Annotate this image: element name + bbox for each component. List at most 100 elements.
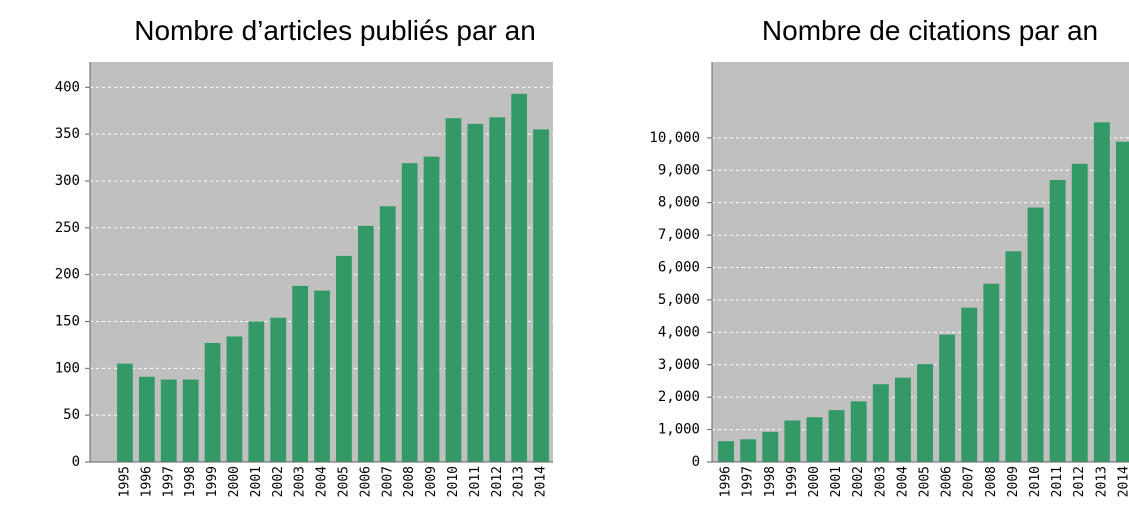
bar [511, 93, 528, 462]
bar [379, 206, 396, 462]
x-tick-label: 1998 [763, 466, 778, 497]
x-tick-label: 1998 [183, 466, 198, 497]
x-tick-label: 2011 [468, 466, 483, 497]
x-tick-label: 2009 [424, 466, 439, 497]
bar [1071, 163, 1088, 462]
y-tick-label: 4,000 [658, 324, 700, 340]
y-tick-label: 0 [72, 454, 80, 470]
y-tick-label: 250 [55, 220, 80, 236]
bar [314, 290, 330, 462]
y-tick-label: 150 [55, 313, 80, 329]
bar [445, 118, 462, 462]
x-tick-label: 2005 [336, 466, 351, 497]
y-tick-label: 200 [55, 267, 80, 283]
x-tick-label: 2011 [1050, 466, 1065, 497]
bar [1005, 251, 1022, 462]
x-tick-label: 1999 [205, 466, 220, 497]
bar [961, 307, 978, 462]
bar [1049, 179, 1066, 462]
x-tick-label: 2012 [490, 466, 505, 497]
bar [806, 417, 823, 462]
x-tick-label: 2000 [807, 466, 822, 497]
y-tick-label: 3,000 [658, 357, 700, 373]
x-tick-label: 1996 [719, 466, 734, 497]
chart: Nombre de citations par an 0 1,000 2,000 3,0… [649, 15, 1129, 497]
bar [423, 156, 440, 462]
bar [248, 321, 265, 462]
x-tick-label: 2008 [984, 466, 999, 497]
bar [939, 334, 956, 462]
x-tick-label: 2004 [895, 466, 910, 497]
x-tick-label: 2007 [380, 466, 395, 497]
x-tick-label: 2008 [402, 466, 417, 497]
x-tick-label: 1999 [785, 466, 800, 497]
x-tick-label: 2012 [1072, 466, 1087, 497]
bar [784, 420, 801, 462]
bar [204, 343, 221, 462]
y-tick-label: 7,000 [658, 227, 700, 243]
x-tick-label: 2013 [1094, 466, 1109, 497]
bar [917, 364, 933, 462]
bar [401, 163, 418, 462]
x-tick-label: 1995 [117, 466, 132, 497]
x-tick-label: 1997 [741, 466, 756, 497]
bar [292, 285, 309, 462]
y-tick-label: 50 [63, 407, 80, 423]
y-tick-label: 300 [55, 173, 80, 189]
y-tick-label: 1,000 [658, 422, 700, 438]
x-tick-label: 2001 [829, 466, 844, 497]
x-tick-label: 2006 [358, 466, 373, 497]
chart-title: Nombre de citations par an [762, 15, 1098, 46]
bar [872, 384, 889, 462]
bar [357, 225, 374, 462]
bar [850, 401, 867, 462]
y-tick-label: 0 [692, 454, 700, 470]
x-tick-label: 2014 [1116, 466, 1129, 497]
x-tick-label: 2005 [918, 466, 933, 497]
y-tick-label: 10,000 [649, 130, 700, 146]
x-tick-label: 2003 [293, 466, 308, 497]
x-tick-label: 2010 [446, 466, 461, 497]
bar [1115, 141, 1129, 463]
y-tick-label: 100 [55, 360, 80, 376]
bar [828, 410, 845, 462]
chart-title: Nombre d’articles publiés par an [134, 15, 536, 46]
y-tick-label: 350 [55, 126, 80, 142]
bar [718, 441, 735, 462]
bar [762, 431, 779, 462]
x-tick-label: 2002 [851, 466, 866, 497]
bar [226, 336, 243, 462]
bar [270, 317, 287, 462]
bar [894, 377, 911, 462]
x-tick-label: 2001 [249, 466, 264, 497]
y-tick-label: 2,000 [658, 389, 700, 405]
bar [740, 439, 757, 462]
x-tick-label: 2010 [1028, 466, 1043, 497]
bar [533, 129, 549, 462]
bar [467, 123, 484, 463]
x-tick-label: 2006 [940, 466, 955, 497]
x-tick-label: 1997 [161, 466, 176, 497]
x-tick-label: 2007 [962, 466, 977, 497]
bar [1093, 122, 1110, 462]
bar [182, 379, 199, 462]
x-tick-label: 2002 [271, 466, 286, 497]
bar [983, 283, 1000, 462]
bar [138, 376, 155, 462]
y-tick-label: 6,000 [658, 260, 700, 276]
bar [117, 363, 133, 462]
y-tick-label: 9,000 [658, 162, 700, 178]
x-tick-label: 2013 [512, 466, 527, 497]
x-tick-label: 2003 [873, 466, 888, 497]
x-tick-label: 2014 [534, 466, 549, 497]
bar [489, 117, 506, 462]
x-tick-label: 2000 [227, 466, 242, 497]
y-tick-label: 400 [55, 79, 80, 95]
bar [1027, 207, 1044, 462]
y-tick-label: 5,000 [658, 292, 700, 308]
x-tick-label: 1996 [139, 466, 154, 497]
x-tick-label: 2004 [315, 466, 330, 497]
bar [336, 255, 352, 462]
x-tick-label: 2009 [1006, 466, 1021, 497]
